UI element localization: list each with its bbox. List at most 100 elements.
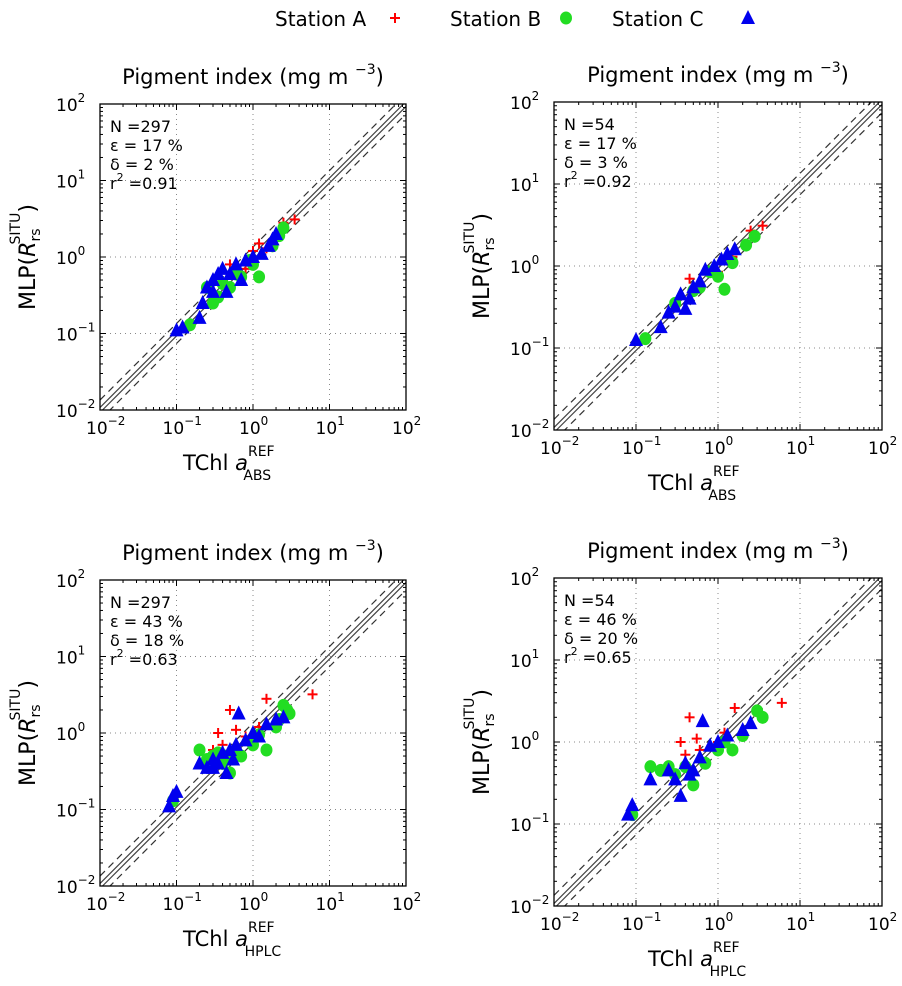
data-point-station-c (205, 283, 220, 298)
data-point-station-c (169, 783, 184, 798)
x-tick-label: 100 (704, 434, 733, 459)
y-tick-label: 100 (510, 729, 539, 754)
y-tick-label: 102 (56, 91, 85, 116)
y-tick-label: 10−2 (56, 873, 95, 898)
stat-line: N =297 (110, 593, 171, 612)
stat-line: δ = 2 % (110, 155, 174, 174)
data-point-station-c (192, 309, 207, 324)
chart-panel-bottom-right: 10−210−2 10−1 10−1 100 100 101 101 102 102 Pigmen… (462, 536, 897, 980)
data-points (621, 697, 787, 822)
data-point-station-b (756, 710, 769, 724)
data-point-station-c (162, 798, 177, 813)
chart-panel-bottom-left: 10−210−2 10−1 10−1 100 100 101 101 102 102 Pigmen… (8, 538, 421, 960)
identity-line (556, 103, 882, 430)
legend-label: Station B (450, 7, 541, 31)
y-tick-label: 100 (56, 720, 85, 745)
data-point-station-b (260, 743, 273, 757)
data-point-station-c (252, 728, 267, 743)
x-tick-label: 101 (786, 910, 815, 935)
stat-line: ε = 43 % (110, 612, 183, 631)
x-tick-label: 100 (239, 890, 268, 915)
stat-line: δ = 3 % (564, 153, 628, 172)
data-point-station-c (205, 759, 220, 774)
data-point-station-c (215, 260, 230, 275)
data-point-station-c (192, 755, 207, 770)
stat-line: ε = 46 % (564, 610, 637, 629)
data-point-station-a (776, 697, 787, 708)
y-tick-label: 10−2 (510, 417, 549, 442)
chart-panel-top-left: 10−210−2 10−1 10−1 100 100 101 101 102 102 Pigmen… (8, 62, 421, 484)
data-point-station-c (720, 727, 735, 742)
stats-annotation: N =54ε = 46 %δ = 20 %r2 =0.65 (564, 591, 638, 667)
upper-bound-line (100, 580, 397, 877)
data-point-station-c (695, 713, 710, 728)
data-point-station-c (682, 290, 697, 305)
data-point-station-b (726, 743, 739, 757)
data-point-station-c (727, 241, 742, 256)
x-axis-label: TChl aREF ABS (647, 464, 740, 504)
data-point-station-b (740, 238, 753, 252)
y-axis-label: MLP(RrsSITU) (462, 213, 498, 319)
data-point-station-c (238, 732, 253, 747)
data-point-station-b (687, 778, 700, 792)
data-point-station-a (729, 702, 740, 713)
data-point-station-c (219, 765, 234, 780)
y-tick-label: 10−1 (510, 811, 549, 836)
data-point-station-a (691, 733, 702, 744)
data-point-station-c (692, 273, 707, 288)
data-points (629, 220, 768, 347)
data-point-station-b (183, 318, 196, 332)
chart-panel-top-right: 10−210−2 10−1 10−1 100 100 101 101 102 102 Pigmen… (462, 60, 897, 504)
upper-bound-line (554, 578, 873, 896)
data-point-station-c (720, 246, 735, 261)
y-tick-label: 101 (56, 644, 85, 669)
data-point-station-c (226, 751, 241, 766)
x-tick-label: 101 (316, 414, 345, 439)
data-point-station-a (289, 214, 300, 225)
x-axis-label: TChl aREF HPLC (182, 920, 281, 960)
stat-line: N =54 (564, 591, 615, 610)
data-point-station-c (707, 258, 722, 272)
y-tick-label: 10−2 (510, 893, 549, 918)
chart-title: Pigment index (mg m −3) (587, 60, 849, 87)
y-tick-label: 10−1 (510, 335, 549, 360)
x-tick-label: 102 (868, 910, 897, 935)
data-point-station-c (276, 709, 291, 724)
legend-label: Station C (612, 7, 703, 31)
data-point-station-c (653, 319, 668, 334)
data-point-station-c (269, 225, 284, 240)
x-tick-label: 10−1 (622, 434, 661, 459)
data-point-station-a (684, 712, 695, 723)
data-point-station-a (757, 220, 768, 231)
data-point-station-a (213, 728, 224, 738)
x-tick-label: 101 (786, 434, 815, 459)
y-tick-label: 10−1 (56, 321, 95, 346)
data-point-station-c (229, 256, 244, 271)
x-tick-label: 101 (316, 890, 345, 915)
data-point-station-a (261, 693, 272, 704)
x-tick-label: 10−2 (540, 434, 579, 459)
data-point-station-c (625, 797, 640, 812)
upper-bound-line (554, 102, 873, 420)
legend-label: Station A (275, 7, 366, 31)
data-points (169, 214, 300, 337)
data-point-station-b (718, 282, 731, 296)
stat-line: r2 =0.91 (110, 171, 178, 193)
x-tick-label: 100 (239, 414, 268, 439)
chart-title: Pigment index (mg m −3) (122, 62, 384, 89)
data-point-station-b (277, 221, 290, 235)
data-point-station-c (668, 771, 683, 786)
legend: Station A Station B Station C (275, 7, 755, 31)
data-point-station-c (673, 787, 688, 802)
legend-marker-triangle (741, 10, 755, 24)
legend-marker-plus (390, 13, 400, 23)
y-tick-label: 101 (56, 168, 85, 193)
data-point-station-c (229, 736, 244, 751)
x-tick-label: 10−1 (163, 414, 202, 439)
data-point-station-a (231, 724, 242, 735)
x-tick-label: 10−2 (540, 910, 579, 935)
stat-line: r2 =0.63 (110, 647, 178, 669)
data-point-station-c (698, 261, 713, 276)
y-tick-label: 102 (510, 89, 539, 114)
